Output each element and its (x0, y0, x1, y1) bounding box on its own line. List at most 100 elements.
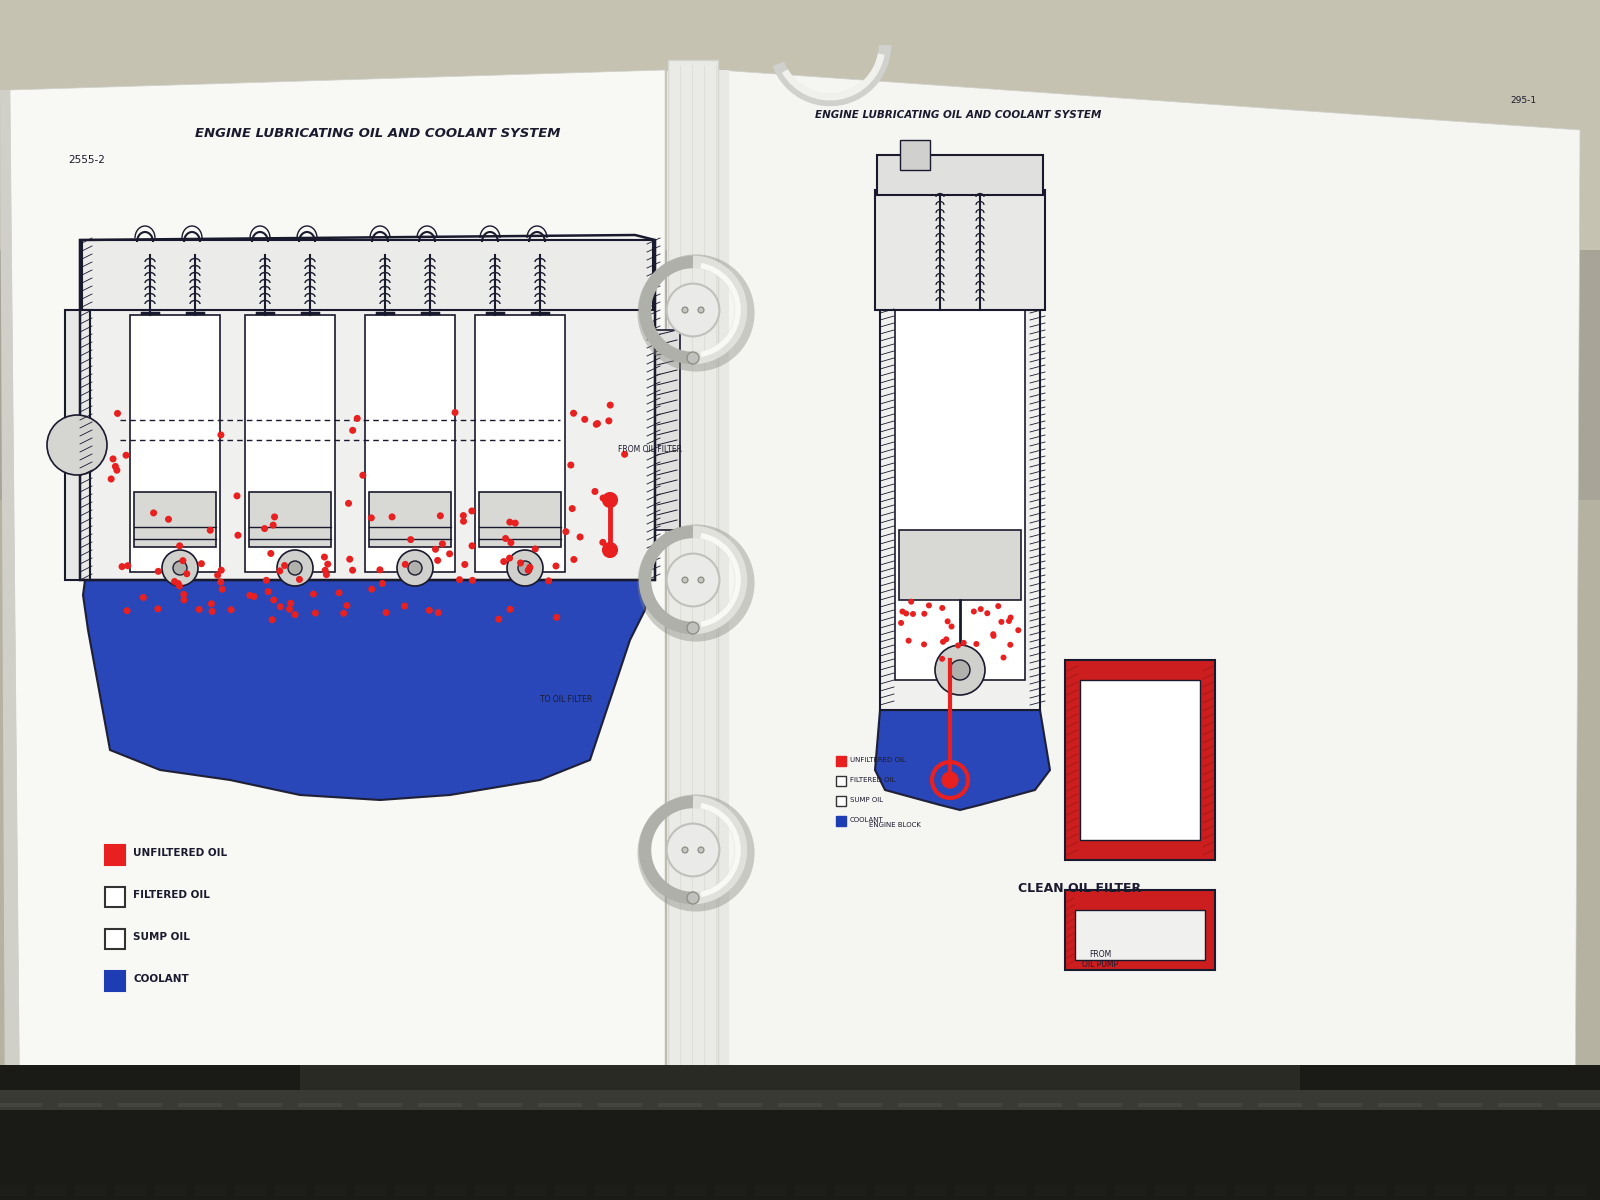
Polygon shape (672, 74, 680, 1110)
Circle shape (312, 610, 318, 617)
Polygon shape (723, 70, 726, 1126)
Circle shape (368, 586, 374, 593)
Circle shape (218, 566, 224, 574)
Polygon shape (680, 80, 686, 1105)
Polygon shape (718, 70, 1581, 1160)
Polygon shape (675, 77, 683, 1108)
Circle shape (325, 560, 331, 568)
Circle shape (461, 517, 467, 524)
Polygon shape (722, 70, 725, 1126)
Circle shape (501, 558, 507, 565)
Polygon shape (725, 70, 730, 1126)
Circle shape (592, 488, 598, 494)
Circle shape (494, 616, 502, 623)
Bar (877, 155, 1043, 194)
Polygon shape (722, 70, 726, 1126)
Circle shape (960, 640, 966, 646)
Text: FILTERED OIL: FILTERED OIL (850, 778, 896, 782)
Circle shape (698, 307, 704, 313)
Text: ENGINE LUBRICATING OIL AND COOLANT SYSTEM: ENGINE LUBRICATING OIL AND COOLANT SYSTE… (814, 110, 1101, 120)
Polygon shape (875, 710, 1050, 810)
Circle shape (955, 642, 962, 648)
Bar (130, 314, 221, 572)
Bar (835, 756, 846, 766)
Text: ENGINE LUBRICATING OIL AND COOLANT SYSTEM: ENGINE LUBRICATING OIL AND COOLANT SYSTE… (195, 127, 560, 140)
Bar (880, 190, 1040, 710)
Circle shape (435, 610, 442, 616)
Circle shape (286, 606, 293, 613)
Circle shape (698, 847, 704, 853)
Polygon shape (66, 310, 90, 580)
Circle shape (570, 409, 578, 416)
Circle shape (218, 578, 224, 586)
Circle shape (269, 617, 275, 623)
Polygon shape (677, 78, 685, 1106)
Polygon shape (678, 79, 685, 1106)
Bar (894, 310, 1026, 680)
Text: 2555-2: 2555-2 (67, 155, 106, 164)
Bar (106, 971, 125, 991)
Circle shape (402, 602, 408, 610)
Circle shape (123, 451, 130, 458)
Circle shape (46, 415, 107, 475)
Circle shape (181, 596, 187, 604)
Circle shape (518, 560, 531, 575)
Circle shape (998, 619, 1005, 625)
Circle shape (546, 577, 552, 584)
Circle shape (114, 467, 120, 474)
Circle shape (267, 550, 274, 557)
Circle shape (208, 600, 214, 607)
Bar (478, 492, 562, 547)
Circle shape (926, 602, 931, 608)
Text: CLEAN OIL FILTER: CLEAN OIL FILTER (1019, 882, 1141, 895)
Circle shape (118, 563, 125, 570)
Circle shape (282, 562, 288, 569)
Circle shape (184, 570, 190, 577)
Circle shape (507, 539, 515, 546)
Bar (365, 314, 454, 572)
Circle shape (349, 566, 357, 574)
Bar (835, 816, 846, 826)
Circle shape (176, 582, 182, 589)
Circle shape (270, 596, 277, 604)
Circle shape (270, 522, 277, 529)
Circle shape (459, 512, 467, 520)
Circle shape (288, 560, 302, 575)
Circle shape (922, 611, 928, 617)
Bar (82, 240, 653, 310)
Circle shape (261, 526, 269, 532)
Circle shape (531, 546, 539, 552)
Circle shape (667, 553, 720, 606)
Circle shape (526, 564, 533, 571)
Circle shape (682, 307, 688, 313)
Polygon shape (674, 76, 682, 1109)
Circle shape (286, 600, 294, 607)
Circle shape (950, 660, 970, 680)
Circle shape (426, 607, 434, 614)
Circle shape (600, 494, 606, 502)
Bar (875, 190, 1045, 310)
Circle shape (1006, 618, 1011, 624)
Circle shape (181, 590, 187, 598)
Circle shape (990, 632, 997, 638)
Polygon shape (301, 1066, 1299, 1094)
Circle shape (922, 641, 926, 647)
Circle shape (512, 520, 518, 527)
Circle shape (397, 550, 434, 586)
Circle shape (686, 892, 699, 904)
Circle shape (592, 421, 600, 427)
Text: UNFILTERED OIL: UNFILTERED OIL (133, 848, 227, 858)
Circle shape (898, 620, 904, 626)
Circle shape (382, 610, 389, 616)
Circle shape (251, 593, 258, 600)
Bar (1066, 890, 1214, 970)
Circle shape (517, 559, 525, 566)
Circle shape (174, 580, 182, 587)
Circle shape (939, 605, 946, 611)
Bar (654, 330, 680, 530)
Circle shape (354, 415, 360, 422)
Circle shape (291, 611, 299, 618)
Polygon shape (0, 1066, 1600, 1200)
Circle shape (686, 622, 699, 634)
Circle shape (206, 527, 214, 534)
